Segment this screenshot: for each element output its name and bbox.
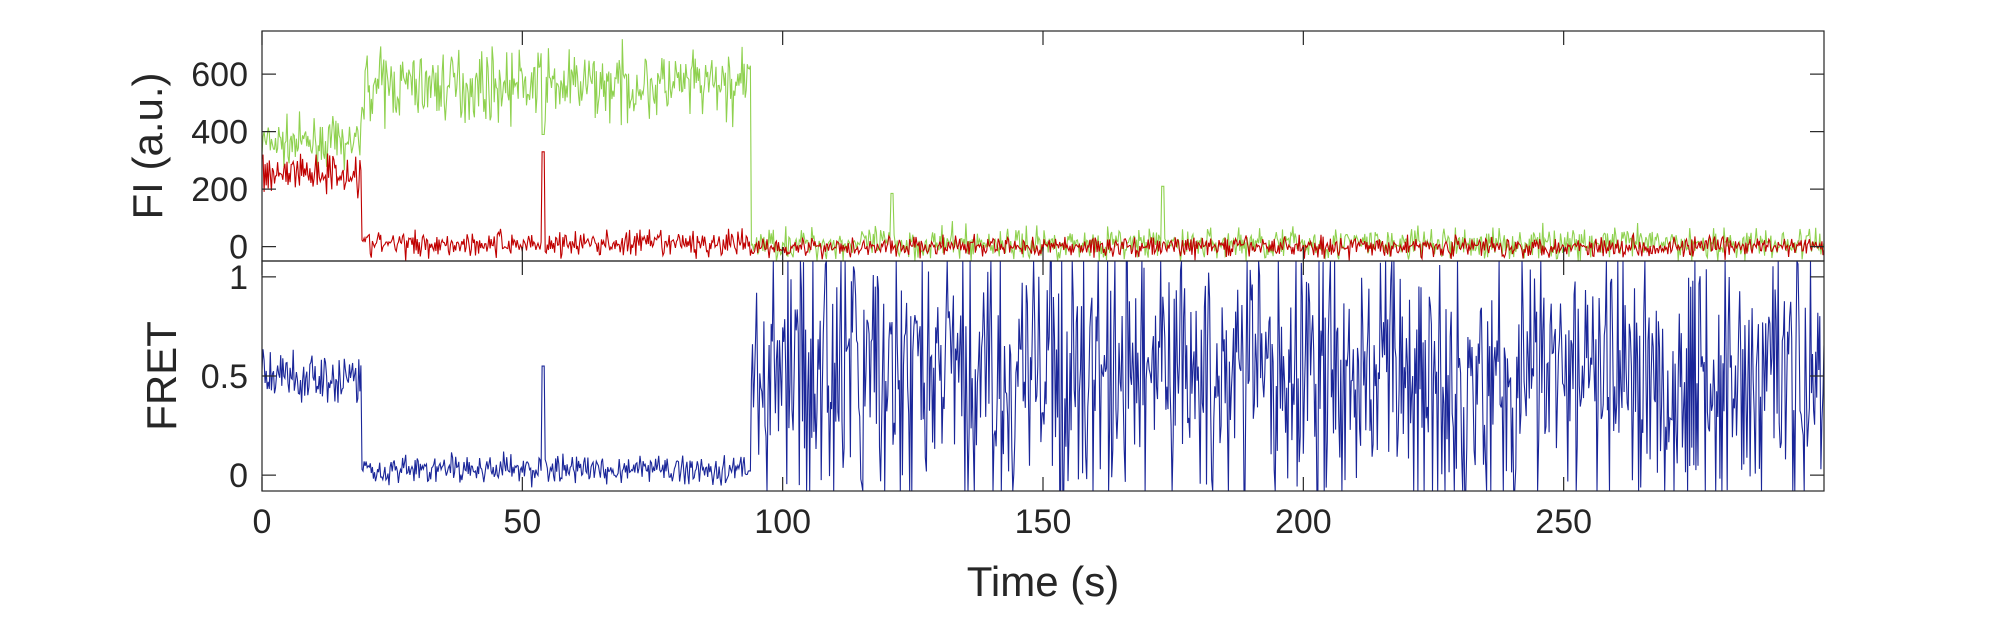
fret-y-axis-label: FRET (138, 321, 185, 431)
time-x-tick-label: 100 (754, 503, 811, 541)
fret-series-0-line (262, 261, 1824, 491)
fluorescence-y-tick-label: 400 (191, 114, 248, 152)
fret-y-tick-label: 1 (229, 259, 248, 297)
fluorescence-y-ticks: 0 200 400 600 (191, 31, 1824, 267)
fluorescence-y-tick-label: 200 (191, 171, 248, 209)
fret-traces (262, 261, 1824, 491)
time-x-tick-label: 50 (503, 503, 541, 541)
time-x-tick-label: 150 (1015, 503, 1072, 541)
time-x-tick-label: 250 (1535, 503, 1592, 541)
time-x-tick-label: 0 (253, 503, 272, 541)
fret-y-tick-label: 0.5 (201, 358, 248, 396)
fluorescence-y-tick-label: 600 (191, 56, 248, 94)
fret-y-tick-label: 0 (229, 457, 248, 495)
time-x-tick-label: 200 (1275, 503, 1332, 541)
time-x-axis-label: Time (s) (967, 558, 1119, 605)
fret-panel: 00.51 0 50 100 150 200 250 FRET Time (s) (138, 259, 1825, 605)
fluorescence-y-tick-label: 0 (229, 229, 248, 267)
fluorescence-y-axis-label: FI (a.u.) (124, 72, 171, 219)
fluorescence-panel: 0 200 400 600 FI (a.u.) (124, 30, 1825, 267)
time-x-ticks: 0 50 100 150 200 250 (253, 261, 1592, 541)
fret-y-ticks: 00.51 (201, 259, 1824, 495)
